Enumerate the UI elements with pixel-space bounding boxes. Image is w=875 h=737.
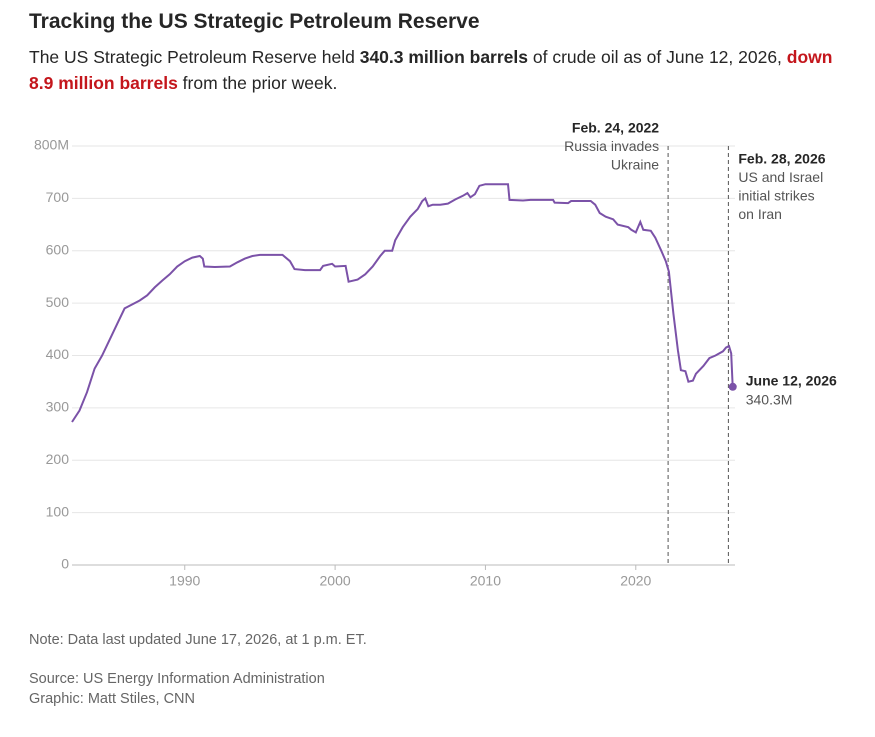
credit: Graphic: Matt Stiles, CNN <box>29 691 195 707</box>
end-point <box>728 382 737 391</box>
note: Note: Data last updated June 17, 2026, a… <box>29 632 367 648</box>
annotation-text: US and Israel <box>738 169 823 185</box>
subtitle-part: 340.3 million barrels <box>359 47 528 67</box>
y-tick-label: 0 <box>61 556 69 572</box>
annotation-text: Russia invades <box>564 138 659 154</box>
y-tick-label: 200 <box>46 451 70 467</box>
x-tick-label: 1990 <box>169 573 200 589</box>
annotation-text: Ukraine <box>611 157 659 173</box>
subtitle-part: The US Strategic Petroleum Reserve held <box>29 47 360 67</box>
subtitle-part: of crude oil as of June 12, 2026, <box>528 47 787 67</box>
annotation-text: initial strikes <box>738 188 814 204</box>
annotation-label: Feb. 24, 2022 <box>572 120 659 136</box>
x-tick-label: 2000 <box>320 573 351 589</box>
source: Source: US Energy Information Administra… <box>29 671 325 687</box>
annotation-label: Feb. 28, 2026 <box>738 151 825 167</box>
subtitle-part: down 8.9 million barrels <box>29 47 833 93</box>
x-tick-label: 2010 <box>470 573 501 589</box>
end-date-label: June 12, 2026 <box>746 372 837 388</box>
y-tick-label: 600 <box>46 241 70 257</box>
annotation-text: on Iran <box>738 206 782 222</box>
chart-subtitle: The US Strategic Petroleum Reserve held … <box>29 44 859 96</box>
y-tick-label: 400 <box>46 346 70 362</box>
y-tick-label: 300 <box>46 399 70 415</box>
subtitle-part: from the prior week. <box>177 73 338 93</box>
data-line <box>71 183 734 423</box>
chart-title: Tracking the US Strategic Petroleum Rese… <box>29 10 480 33</box>
y-tick-label: 100 <box>46 503 70 519</box>
end-value-label: 340.3M <box>746 391 793 407</box>
y-tick-label: 700 <box>46 189 70 205</box>
y-tick-label: 800M <box>34 137 69 153</box>
y-tick-label: 500 <box>46 294 70 310</box>
x-tick-label: 2020 <box>620 573 651 589</box>
